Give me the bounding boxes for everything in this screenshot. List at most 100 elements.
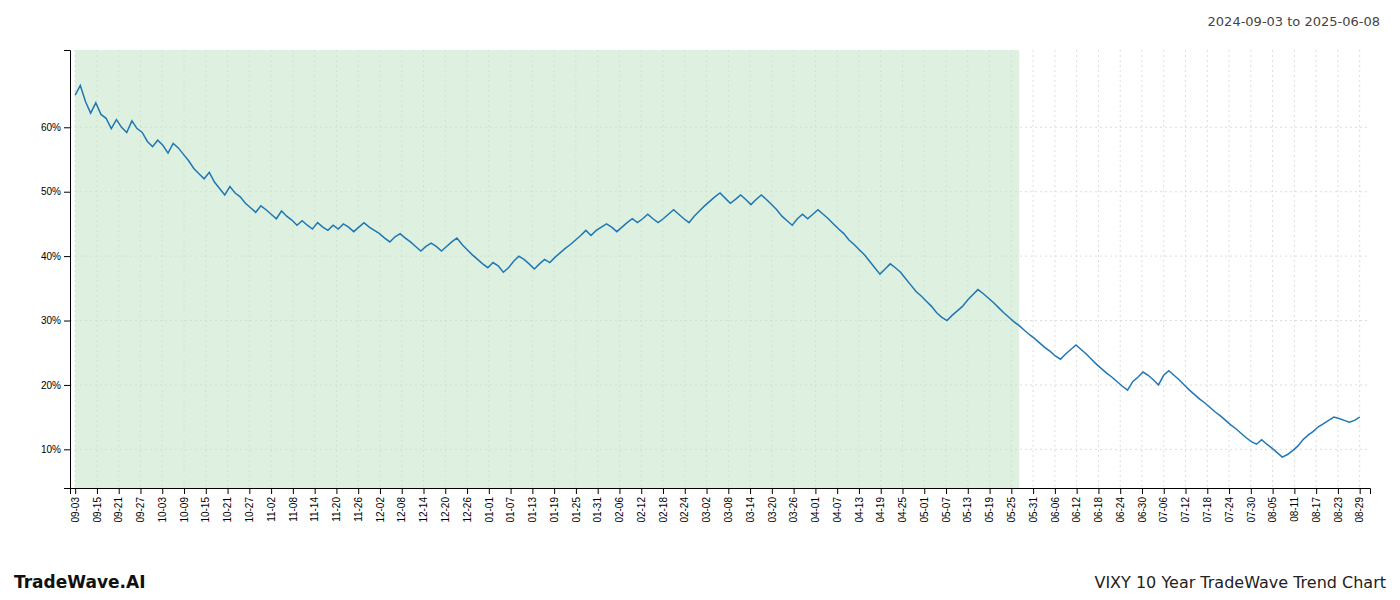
grid-line [1207,50,1208,488]
x-tick: 12-08 [396,488,407,523]
annotation: TradeWave.AI [14,572,145,592]
x-tick-mark [358,488,359,494]
x-tick-label: 10-09 [179,497,190,523]
x-tick-label: 08-23 [1333,497,1344,523]
x-tick: 04-25 [897,488,908,523]
x-tick: 05-07 [941,488,952,523]
line [75,85,1360,457]
x-tick-label: 11-26 [353,497,364,522]
x-tick-mark [815,488,816,494]
x-tick: 12-26 [462,488,473,523]
x-tick: 06-06 [1050,488,1061,523]
x-tick-label: 01-19 [549,497,560,523]
x-tick-mark [75,488,76,494]
x-tick-mark [990,488,991,494]
x-tick-label: 02-18 [658,497,669,523]
x-tick-mark [1142,488,1143,494]
x-tick-label: 12-14 [418,497,429,523]
x-tick: 01-31 [592,488,603,523]
y-tick-mark [64,127,70,128]
grid-line [1076,50,1077,488]
x-tick-label: 01-01 [484,497,495,523]
x-tick: 09-21 [113,488,124,523]
x-tick-mark [1055,488,1056,494]
x-tick: 04-13 [854,488,865,523]
x-tick-mark [968,488,969,494]
subtitle: 2024-09-03 to 2025-06-08 [1208,14,1380,29]
x-tick-label: 03-02 [701,497,712,523]
grid-line [1033,50,1034,488]
x-tick: 05-31 [1028,488,1039,523]
x-tick-label: 12-02 [375,497,386,523]
x-tick-mark [119,488,120,494]
x-tick-label: 12-26 [462,497,473,523]
grid-line [1294,50,1295,488]
x-tick-mark [1273,488,1274,494]
x-tick-mark [1338,488,1339,494]
x-tick: 01-01 [484,488,495,523]
x-tick: 02-12 [636,488,647,523]
y-tick-label: 30% [41,315,61,326]
x-tick: 04-01 [810,488,821,523]
x-tick-label: 11-14 [309,497,320,522]
x-tick: 10-15 [200,488,211,523]
y-tick-label: 60% [41,122,61,133]
x-tick-label: 10-21 [222,497,233,523]
x-tick-mark [685,488,686,494]
y-tick: 50% [41,186,70,197]
x-tick: 08-29 [1354,488,1365,523]
x-tick-mark [902,488,903,494]
x-tick-label: 09-15 [92,497,103,523]
x-tick-mark [641,488,642,494]
x-tick-mark [837,488,838,494]
x-tick-mark [445,488,446,494]
y-tick-mark [64,321,70,322]
x-tick-mark [315,488,316,494]
x-tick-label: 02-12 [636,497,647,523]
grid-line [1120,50,1121,488]
x-tick: 08-05 [1267,488,1278,523]
x-tick-label: 04-13 [854,497,865,523]
x-tick-label: 06-12 [1071,497,1082,523]
x-tick: 07-06 [1158,488,1169,523]
x-tick-mark [1011,488,1012,494]
x-tick-mark [1360,488,1361,494]
x-tick: 02-06 [614,488,625,523]
grid-line [1337,50,1338,488]
grid-line [1163,50,1164,488]
x-tick-label: 03-20 [767,497,778,523]
x-tick-label: 11-08 [288,497,299,522]
x-tick-mark [424,488,425,494]
x-tick: 10-09 [179,488,190,523]
x-tick: 11-26 [353,488,364,522]
x-tick-mark [772,488,773,494]
y-tick-label: 50% [41,186,61,197]
x-tick-label: 08-17 [1311,497,1322,523]
grid-line [1272,50,1273,488]
x-tick-label: 05-01 [919,497,930,523]
x-tick-label: 05-31 [1028,497,1039,523]
x-tick-mark [97,488,98,494]
x-tick-label: 12-08 [396,497,407,523]
x-tick: 06-18 [1093,488,1104,523]
x-tick-label: 09-27 [135,497,146,523]
grid-line [1316,50,1317,488]
x-tick-label: 01-31 [592,497,603,523]
x-tick: 02-18 [658,488,669,523]
x-tick-mark [728,488,729,494]
x-tick-mark [946,488,947,494]
x-tick-label: 10-27 [244,497,255,523]
x-tick-label: 01-13 [527,497,538,523]
x-tick-label: 04-01 [810,497,821,523]
x-tick: 05-01 [919,488,930,523]
x-tick-label: 03-26 [788,497,799,523]
y-tick-mark [64,192,70,193]
y-tick: 10% [41,444,70,455]
x-tick: 04-19 [875,488,886,523]
x-tick-label: 07-18 [1202,497,1213,523]
x-tick-label: 10-15 [200,497,211,523]
x-tick-mark [336,488,337,494]
x-tick-mark [598,488,599,494]
grid-line [1185,50,1186,488]
x-tick-mark [1164,488,1165,494]
